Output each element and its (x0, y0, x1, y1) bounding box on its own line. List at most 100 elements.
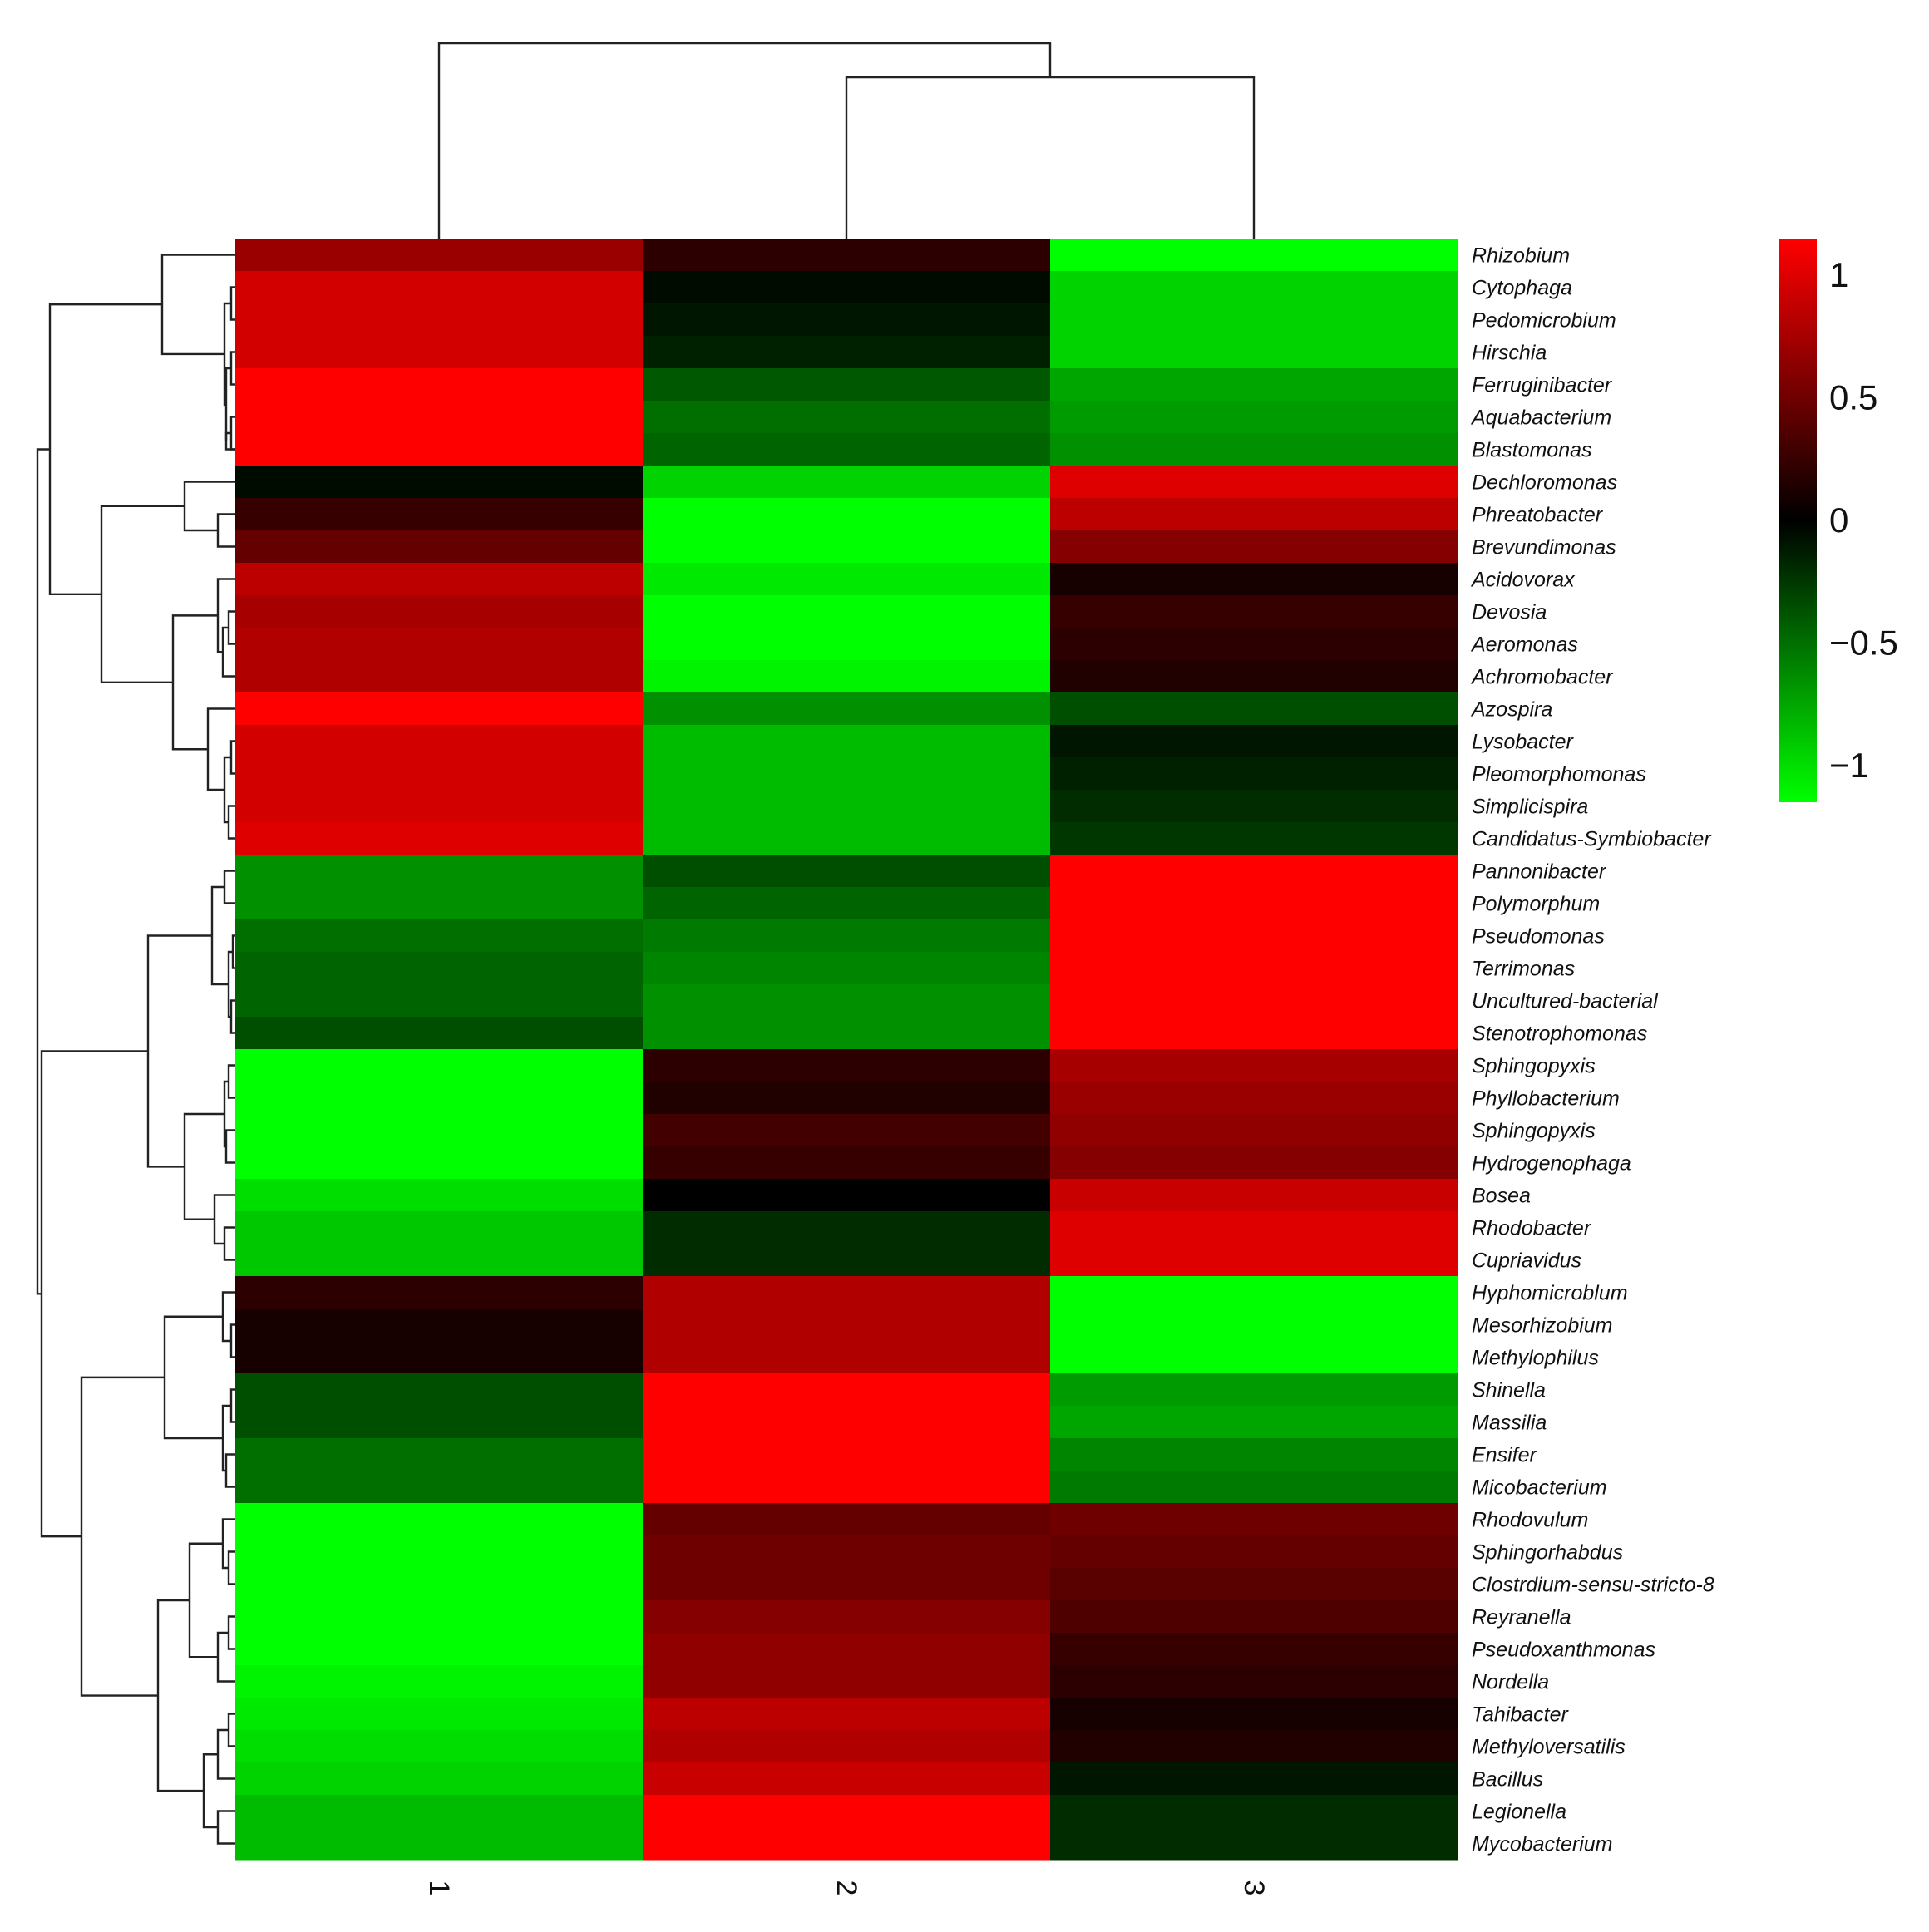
dendrogram-branch (231, 934, 235, 969)
dendrogram-branch (216, 578, 235, 653)
row-label: Rhizobium (1472, 244, 1570, 268)
heatmap-cell (235, 790, 644, 823)
dendrogram-branch (227, 1615, 235, 1650)
heatmap-cell (1050, 984, 1458, 1018)
heatmap-cell (643, 401, 1051, 434)
heatmap-cell (235, 1762, 644, 1796)
heatmap-cell (1050, 595, 1458, 628)
dendrogram-branch (216, 1728, 235, 1780)
heatmap-cell (1050, 1795, 1458, 1828)
dendrogram-branch (227, 805, 235, 840)
heatmap-cell (643, 1503, 1051, 1536)
dendrogram-branch (229, 286, 235, 321)
column-label: 3 (1238, 1880, 1270, 1896)
heatmap-cell (235, 1082, 644, 1115)
heatmap-cell (235, 1698, 644, 1731)
heatmap-cell (643, 660, 1051, 693)
row-label: Candidatus-Symbiobacter (1472, 828, 1712, 851)
heatmap-cell (1050, 1341, 1458, 1374)
row-label: Lysobacter (1472, 731, 1575, 754)
dendrogram-branch (229, 1388, 235, 1423)
heatmap-cell (1050, 1633, 1458, 1666)
row-label: Rhodobacter (1472, 1217, 1592, 1240)
row-label: Achromobacter (1470, 666, 1614, 689)
heatmap-cell (1050, 1179, 1458, 1212)
heatmap-cell (235, 660, 644, 693)
heatmap-cell (1050, 433, 1458, 466)
dendrogram-branch (229, 416, 235, 451)
color-legend-ticks: 1 0.5 0 −0.5 −1 (1829, 255, 1898, 785)
row-label: Mesorhizobium (1472, 1314, 1613, 1338)
row-labels: Rhizobium Cytophaga Pedomicrobium Hirschia F… (1470, 244, 1714, 1856)
heatmap-cell (1050, 1762, 1458, 1796)
row-label: Rhodovulum (1472, 1509, 1588, 1532)
dendrogram-branch (437, 42, 1052, 239)
column-label: 2 (831, 1880, 862, 1896)
dendrogram-branch (224, 1129, 235, 1164)
heatmap-cell (643, 984, 1051, 1018)
heatmap-cell (643, 1535, 1051, 1569)
row-label: Terrimonas (1472, 958, 1575, 981)
heatmap-cell (643, 855, 1051, 888)
row-label: Hydrogenophaga (1472, 1152, 1631, 1175)
row-label: Legionella (1472, 1801, 1566, 1824)
heatmap-cell (1050, 1309, 1458, 1342)
heatmap-cell (1050, 1373, 1458, 1407)
dendrogram-branch (48, 303, 162, 595)
heatmap-cell (1050, 855, 1458, 888)
heatmap-cell (235, 1471, 644, 1504)
heatmap-cell (1050, 530, 1458, 564)
heatmap-cell (643, 1049, 1051, 1082)
heatmap-cell (643, 1762, 1051, 1796)
heatmap-cell (643, 1244, 1051, 1277)
row-label: Pseudoxanthmonas (1472, 1639, 1655, 1662)
dendrogram-branch (36, 448, 50, 1295)
dendrogram-branch (227, 1713, 235, 1747)
row-label: Aquabacterium (1470, 407, 1611, 430)
heatmap-cell (1050, 239, 1458, 272)
heatmap-cell (1050, 563, 1458, 596)
heatmap-cell (1050, 1438, 1458, 1471)
heatmap-cell (643, 1309, 1051, 1342)
heatmap-cell (235, 919, 644, 953)
heatmap-cell (1050, 1730, 1458, 1763)
heatmap-cell (1050, 1114, 1458, 1147)
heatmap-cell (643, 757, 1051, 791)
dendrogram-branch (163, 1315, 223, 1440)
heatmap-cell (643, 1827, 1051, 1861)
row-label: Reyranella (1472, 1606, 1571, 1629)
heatmap-cell (643, 1146, 1051, 1180)
row-label: Polymorphum (1472, 893, 1600, 916)
heatmap-cell (643, 1730, 1051, 1763)
dendrogram-branch (227, 1550, 235, 1585)
heatmap-cell (643, 595, 1051, 628)
row-label: Methyloversatilis (1472, 1736, 1626, 1759)
heatmap-cell (1050, 1049, 1458, 1082)
heatmap-cell (643, 1082, 1051, 1115)
row-label: Ferruginibacter (1472, 374, 1613, 397)
heatmap-cell (235, 1244, 644, 1277)
heatmap-cell (1050, 368, 1458, 402)
heatmap-cell (1050, 1698, 1458, 1731)
row-label: Dechloromonas (1472, 471, 1617, 495)
row-label: Sphingorhabdus (1472, 1541, 1623, 1565)
column-label: 1 (423, 1880, 455, 1896)
heatmap-cell (643, 466, 1051, 499)
heatmap-cell (235, 1146, 644, 1180)
heatmap-cell (643, 336, 1051, 369)
row-dendrogram (36, 254, 235, 1845)
row-label: Phyllobacterium (1472, 1087, 1620, 1111)
heatmap-cell (643, 822, 1051, 855)
dendrogram-branch (210, 885, 229, 986)
heatmap-cell (235, 239, 644, 272)
row-label: Bosea (1472, 1185, 1531, 1208)
dendrogram-branch (223, 870, 235, 904)
row-label: Hirschia (1472, 342, 1547, 365)
heatmap-cell (643, 271, 1051, 304)
heatmap-cell (643, 919, 1051, 953)
heatmap-cell (1050, 1471, 1458, 1504)
heatmap-cell (643, 1373, 1051, 1407)
heatmap-cell (1050, 1082, 1458, 1115)
heatmap-cell (643, 628, 1051, 661)
row-label: Mycobacterium (1472, 1833, 1613, 1856)
